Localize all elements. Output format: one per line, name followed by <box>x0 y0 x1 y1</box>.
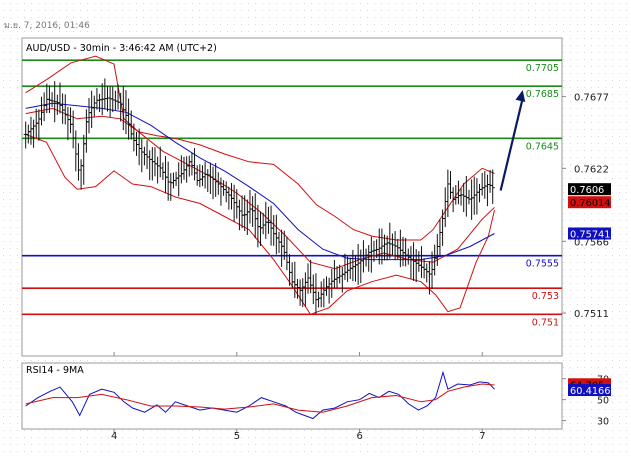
rsi-y-tick-label: 50 <box>597 396 609 407</box>
moving-average-red-line <box>25 107 495 270</box>
rsi-marker-label-1: 60.4166 <box>570 386 611 397</box>
rsi-panel[interactable] <box>21 362 563 430</box>
x-tick-label-7: 7 <box>479 431 485 442</box>
rsi-line <box>25 370 495 420</box>
bollinger-lower-line <box>25 133 495 315</box>
chart-title: AUD/USD - 30min - 3:46:42 AM (UTC+2) <box>26 43 217 54</box>
x-tick-label-6: 6 <box>357 431 363 442</box>
level-label-1: 0.7685 <box>526 89 559 100</box>
level-label-4: 0.753 <box>532 291 559 302</box>
y-tick-label: 0.7511 <box>574 309 609 320</box>
y-tick-label: 0.7677 <box>574 93 609 104</box>
rsi-y-tick-label: 30 <box>597 417 609 428</box>
bollinger-upper-line <box>25 55 495 241</box>
rsi-marker-box-1 <box>568 384 611 397</box>
level-label-5: 0.751 <box>532 317 559 328</box>
forecast-arrow-head <box>515 90 526 102</box>
rsi-title: RSI14 - 9MA <box>26 365 84 376</box>
level-label-2: 0.7645 <box>526 141 559 152</box>
x-tick-label-5: 5 <box>234 431 240 442</box>
price-marker-box-1 <box>568 196 611 209</box>
datetime-label: ม.ย. 7, 2016, 01:46 <box>4 21 90 31</box>
price-marker-label-0: 0.7606 <box>570 185 604 196</box>
level-label-3: 0.7555 <box>526 259 559 270</box>
price-bar[interactable] <box>490 169 495 204</box>
forecast-arrow-line <box>499 97 524 191</box>
price-marker-box-0 <box>568 183 611 196</box>
moving-average-blue-line <box>25 102 495 261</box>
rsi-ma-line <box>25 383 495 413</box>
y-tick-label: 0.7622 <box>574 164 609 175</box>
price-marker-label-1: 0.76014 <box>570 198 611 209</box>
price-marker-label-2: 0.75741 <box>570 229 611 240</box>
x-tick-label-4: 4 <box>111 431 117 442</box>
price-bars <box>23 78 495 314</box>
y-tick-label: 0.7566 <box>574 237 609 248</box>
level-label-0: 0.7705 <box>526 63 559 74</box>
price-marker-box-2 <box>568 227 611 240</box>
